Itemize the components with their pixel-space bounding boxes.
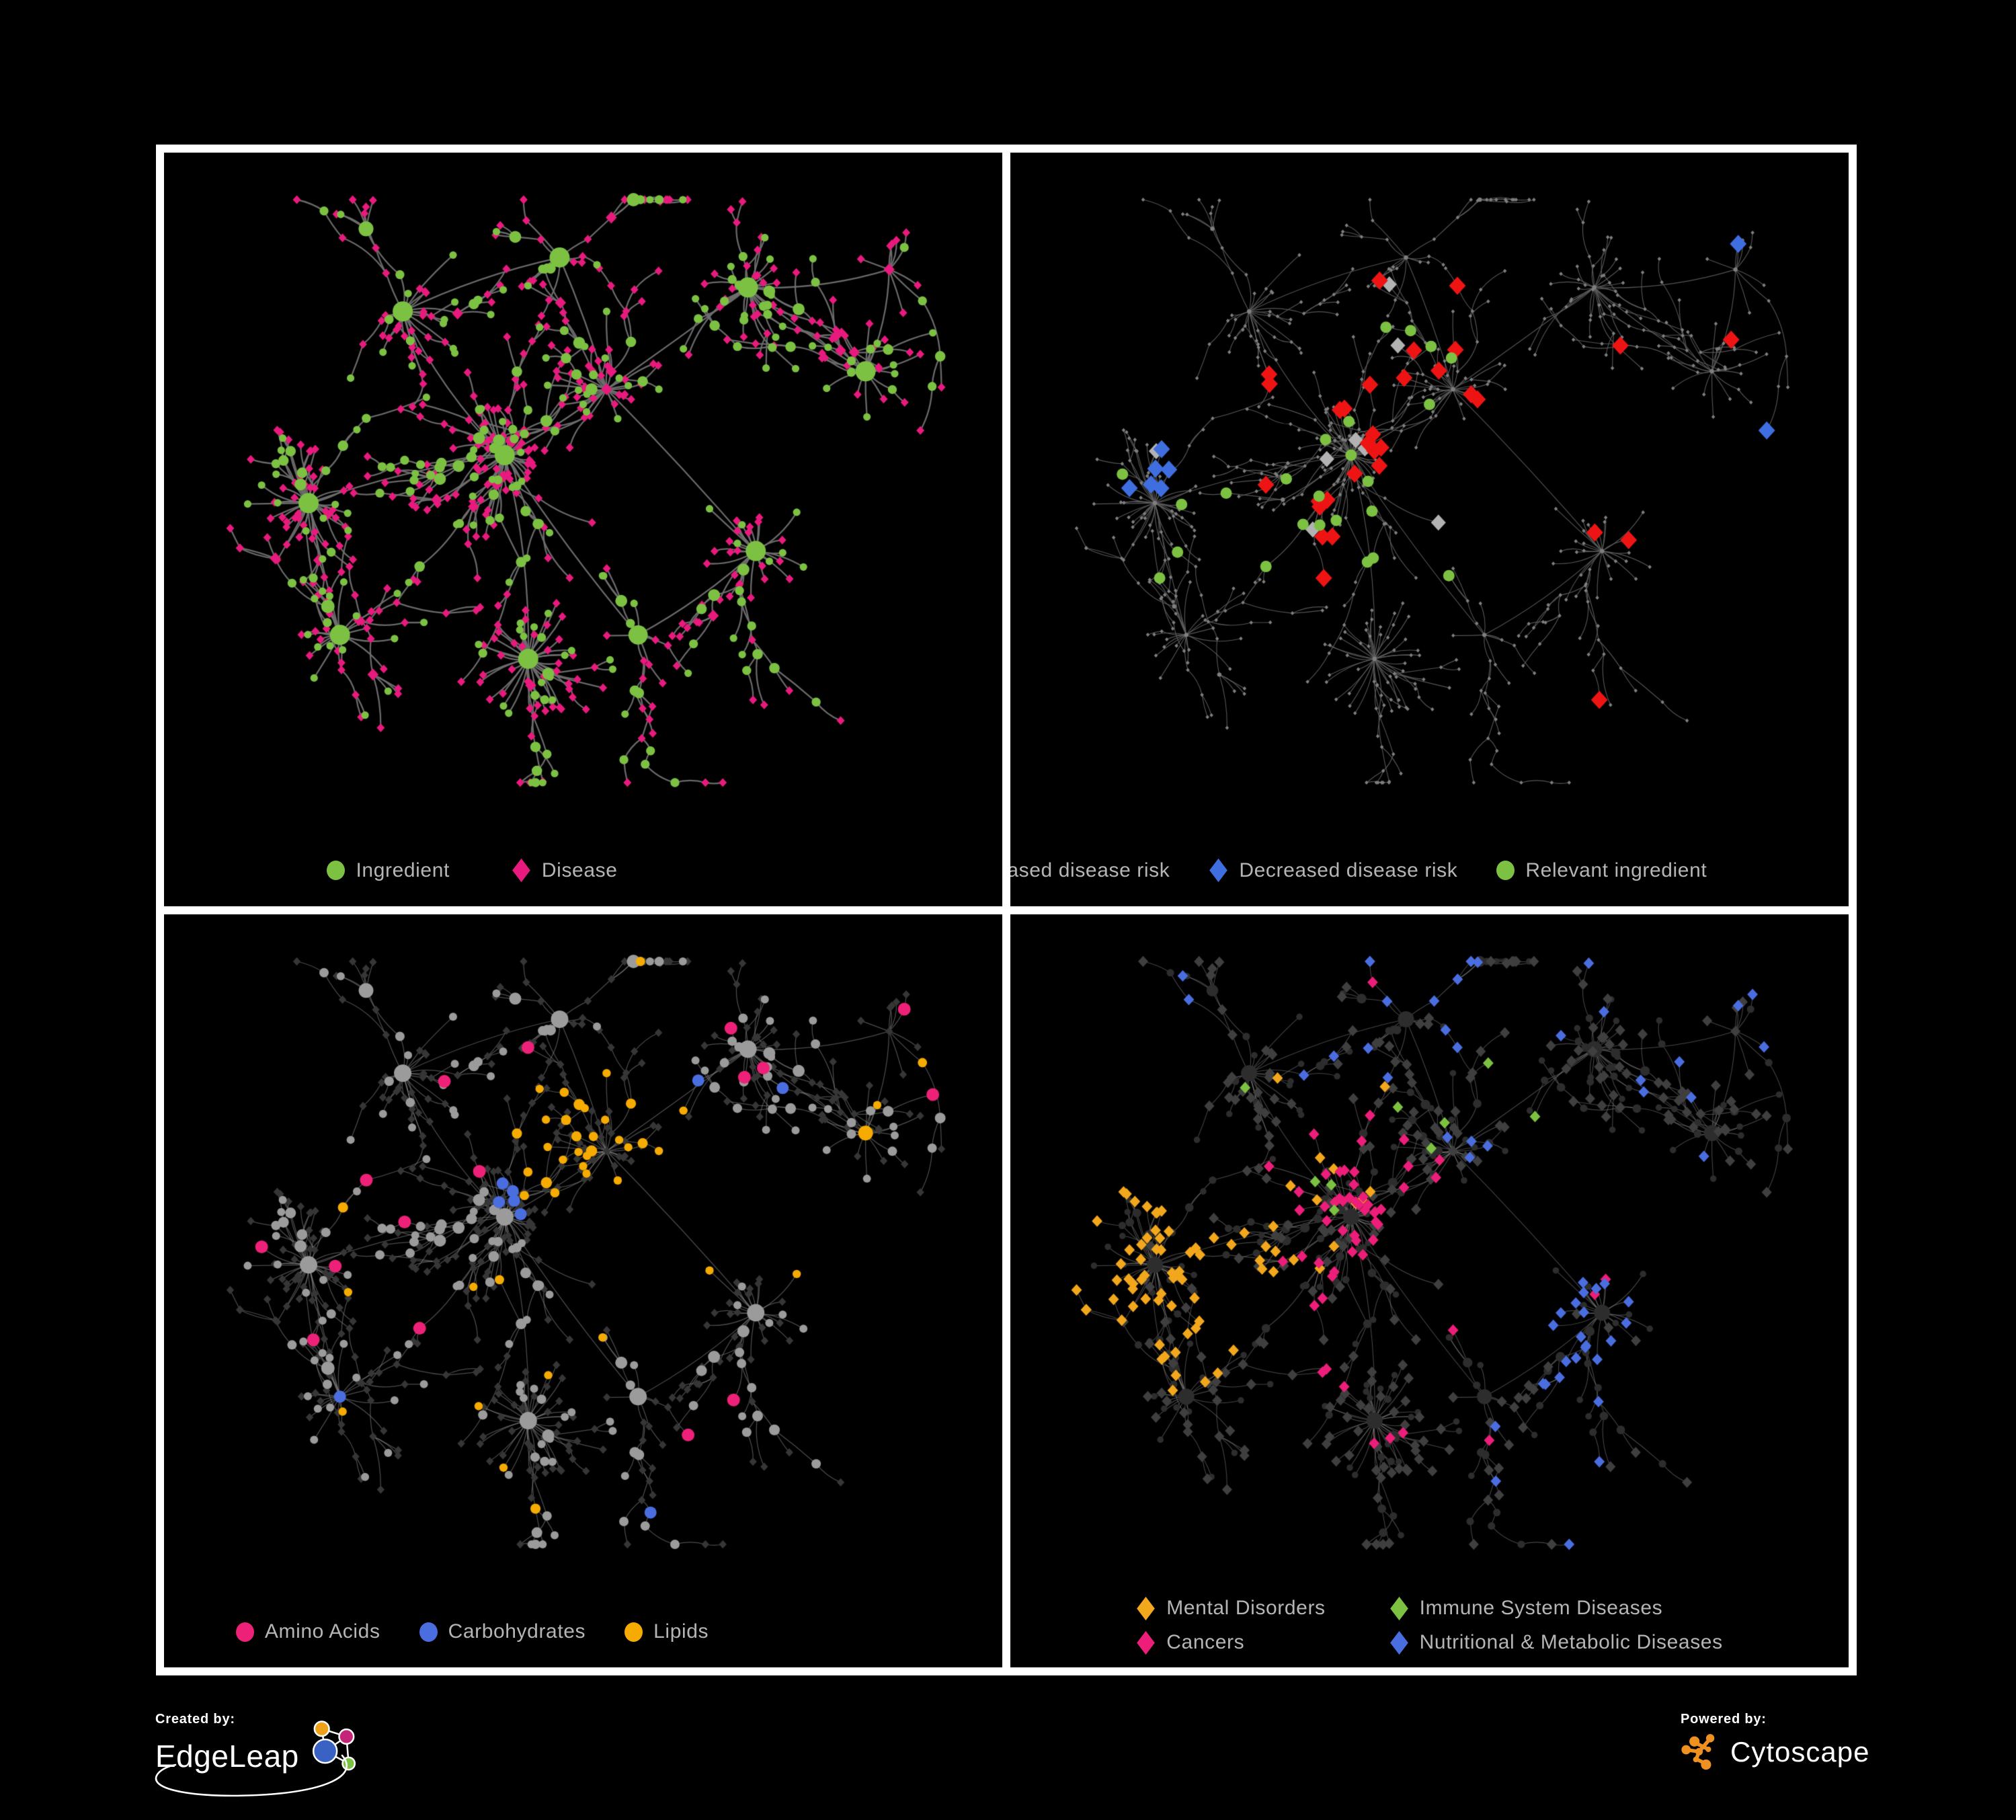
legend-label: Lipids <box>653 1620 709 1643</box>
panel-ingredient-disease: Ingredient Disease <box>164 153 1002 906</box>
nutritional-metabolic-icon <box>1389 1630 1408 1655</box>
created-by-block: Created by: EdgeLeap <box>155 1712 368 1797</box>
carbohydrates-icon <box>419 1622 438 1642</box>
powered-by-block: Powered by: <box>1681 1712 1869 1774</box>
lipids-icon <box>624 1622 643 1642</box>
legend-item-lipids: Lipids <box>624 1620 709 1643</box>
legend-item-disease: Disease <box>512 858 618 883</box>
legend-item-nutritional-metabolic: Nutritional & Metabolic Diseases <box>1389 1630 1723 1655</box>
network-canvas-ingredient-disease <box>164 153 1002 906</box>
edgeleap-logo <box>312 1720 356 1771</box>
edgeleap-brand: EdgeLeap <box>155 1720 368 1797</box>
legend-label: Decreased disease risk <box>1239 859 1458 881</box>
legend-item-amino-acids: Amino Acids <box>235 1620 380 1643</box>
legend-label: Immune System Diseases <box>1419 1597 1663 1619</box>
panel-nutrient-classes: Amino Acids Carbohydrates Lipids <box>164 914 1002 1667</box>
legend-item-relevant-ingredient: Relevant ingredient <box>1496 859 1707 882</box>
disease-node-icon <box>512 858 530 883</box>
panel-disease-risk: Increased disease risk Decreased disease… <box>1010 153 1849 906</box>
network-canvas-disease-classes <box>1010 914 1849 1667</box>
legend-label: Mental Disorders <box>1166 1597 1326 1619</box>
legend-ingredient-disease: Ingredient Disease <box>164 858 891 883</box>
legend-item-increased-risk: Increased disease risk <box>1010 859 1170 882</box>
cytoscape-name: Cytoscape <box>1730 1736 1870 1768</box>
created-by-label: Created by: <box>155 1712 235 1727</box>
immune-diseases-icon <box>1389 1596 1408 1620</box>
legend-label: Nutritional & Metabolic Diseases <box>1419 1631 1723 1653</box>
legend-item-cancers: Cancers <box>1136 1630 1325 1655</box>
legend-item-ingredient: Ingredient <box>327 859 449 882</box>
legend-label: Ingredient <box>356 859 450 881</box>
relevant-ingredient-icon <box>1496 861 1515 880</box>
legend-item-decreased-risk: Decreased disease risk <box>1209 858 1458 883</box>
mental-disorders-icon <box>1137 1596 1156 1620</box>
legend-label: Carbohydrates <box>448 1620 586 1643</box>
legend-label: Relevant ingredient <box>1525 859 1707 881</box>
legend-item-mental-disorders: Mental Disorders <box>1136 1596 1326 1620</box>
network-canvas-nutrient-classes <box>164 914 1002 1667</box>
cancers-icon <box>1137 1630 1156 1655</box>
panel-disease-classes: Mental Disorders Immune System Diseases … <box>1010 914 1849 1667</box>
legend-item-carbohydrates: Carbohydrates <box>419 1620 586 1643</box>
legend-label: Disease <box>541 859 618 881</box>
decreased-risk-icon <box>1209 858 1228 883</box>
cytoscape-brand: Cytoscape <box>1681 1730 1869 1774</box>
legend-item-immune-diseases: Immune System Diseases <box>1389 1596 1723 1620</box>
legend-nutrient-classes: Amino Acids Carbohydrates Lipids <box>164 1620 891 1643</box>
legend-label: Increased disease risk <box>1010 859 1170 881</box>
network-canvas-disease-risk <box>1010 153 1849 906</box>
legend-label: Cancers <box>1166 1631 1245 1653</box>
legend-disease-classes: Mental Disorders Immune System Diseases … <box>1010 1596 1849 1655</box>
powered-by-label: Powered by: <box>1681 1712 1767 1727</box>
network-grid: Ingredient Disease Increased disease ris… <box>156 145 1857 1675</box>
legend-disease-risk: Increased disease risk Decreased disease… <box>1010 858 1738 883</box>
amino-acids-icon <box>235 1622 254 1642</box>
edgeleap-name: EdgeLeap <box>155 1738 299 1774</box>
ingredient-node-icon <box>327 861 346 880</box>
legend-label: Amino Acids <box>264 1620 380 1643</box>
cytoscape-logo <box>1681 1734 1715 1770</box>
